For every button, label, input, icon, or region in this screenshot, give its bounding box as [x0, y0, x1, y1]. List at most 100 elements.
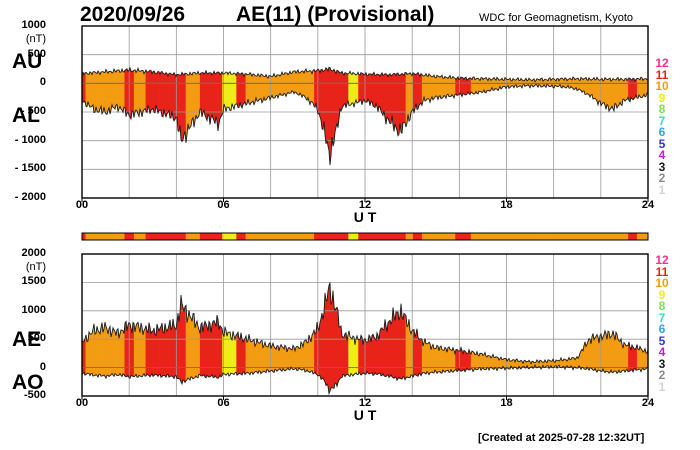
y-tick-label: 1000 — [21, 19, 46, 31]
activity-level-key-9: 9 — [658, 90, 666, 105]
y-tick-label: 1500 — [21, 275, 46, 288]
x-tick-label: 00 — [75, 397, 89, 409]
activity-segment — [505, 282, 522, 394]
activity-strip-segment — [133, 233, 146, 240]
activity-strip-segment — [405, 233, 414, 240]
activity-segment — [101, 282, 106, 394]
y-tick-label: 0 — [39, 360, 46, 373]
activity-level-key-4: 4 — [658, 345, 666, 359]
activity-strip-segment — [392, 233, 406, 240]
activity-strip-segment — [493, 233, 506, 240]
activity-segment — [405, 67, 414, 166]
activity-strip-segment — [617, 233, 629, 240]
activity-strip-segment — [603, 233, 618, 240]
activity-strip-segment — [289, 233, 304, 240]
activity-level-key-4: 4 — [658, 148, 666, 162]
activity-strip-segment — [326, 233, 336, 240]
activity-strip-segment — [169, 233, 187, 240]
activity-segment — [222, 282, 237, 394]
activity-level-key-12: 12 — [655, 253, 669, 267]
x-tick-label: 00 — [75, 199, 89, 211]
activity-level-key-5: 5 — [658, 333, 666, 348]
activity-strip-segment — [367, 233, 377, 240]
au-label: AU — [12, 50, 43, 73]
y-tick-label: - 500 — [20, 105, 46, 117]
y-unit-label: (nT) — [25, 261, 46, 273]
activity-strip-segment — [358, 233, 363, 240]
activity-level-key-2: 2 — [658, 368, 666, 382]
activity-strip-segment — [636, 233, 649, 240]
activity-strip-segment — [151, 233, 160, 240]
activity-strip-segment — [348, 233, 359, 240]
activity-strip-segment — [520, 233, 531, 240]
activity-segment — [289, 282, 304, 394]
activity-segment — [536, 282, 550, 394]
activity-strip-segment — [361, 233, 368, 240]
activity-segment — [116, 282, 125, 394]
ao-label: AO — [12, 371, 44, 394]
activity-segment — [335, 67, 341, 166]
x-tick-label: 18 — [500, 397, 513, 409]
activity-segment — [628, 282, 638, 394]
activity-strip-segment — [428, 233, 440, 240]
activity-level-key-1: 1 — [658, 182, 666, 197]
activity-level-key-1: 1 — [658, 379, 666, 394]
activity-level-key-12: 12 — [655, 56, 669, 70]
y-tick-label: - 2000 — [14, 191, 46, 203]
activity-segment — [340, 282, 349, 394]
y-tick-label: 500 — [27, 332, 46, 345]
activity-strip-segment — [205, 233, 223, 240]
activity-strip-segment — [470, 233, 481, 240]
y-tick-label: 2000 — [21, 247, 46, 259]
activity-strip-segment — [335, 233, 341, 240]
activity-strip-segment — [530, 233, 537, 240]
created-timestamp: [Created at 2025-07-28 12:32UT] — [478, 432, 645, 444]
activity-strip-segment — [585, 233, 592, 240]
activity-segment — [439, 282, 456, 394]
activity-strip-segment — [82, 233, 86, 240]
series-line-AL — [81, 83, 649, 166]
date-label: 2020/09/26 — [80, 3, 186, 26]
activity-segment — [245, 282, 262, 394]
activity-strip-segment — [101, 233, 106, 240]
y-unit-label: (nT) — [25, 33, 46, 45]
activity-segment — [493, 282, 506, 394]
activity-strip-segment — [105, 233, 117, 240]
activity-segment — [617, 282, 629, 394]
activity-strip-segment — [245, 233, 262, 240]
activity-level-key-7: 7 — [658, 113, 666, 128]
activity-strip-segment — [628, 233, 638, 240]
activity-segment — [570, 282, 581, 394]
y-tick-label: - 1500 — [14, 162, 46, 175]
activity-segment — [261, 282, 271, 394]
activity-segment — [159, 282, 170, 394]
activity-segment — [326, 282, 336, 394]
activity-strip-segment — [412, 233, 423, 240]
series-line-AE_upper — [81, 282, 649, 365]
activity-strip-segment — [236, 233, 246, 240]
activity-strip-segment — [376, 233, 394, 240]
activity-strip-segment — [570, 233, 581, 240]
activity-strip-segment — [159, 233, 170, 240]
credit-label: WDC for Geomagnetism, Kyoto — [479, 12, 634, 24]
activity-level-key-6: 6 — [658, 125, 666, 139]
activity-level-key-7: 7 — [658, 310, 666, 325]
activity-strip-segment — [145, 233, 152, 240]
x-tick-label: 12 — [358, 199, 372, 211]
activity-segment — [455, 282, 472, 394]
activity-strip-segment — [282, 233, 291, 240]
activity-segment — [405, 282, 414, 394]
x-tick-label: 24 — [641, 397, 655, 409]
activity-strip-segment — [270, 233, 283, 240]
chart-title: AE(11) (Provisional) — [236, 3, 435, 26]
activity-segment — [520, 282, 531, 394]
activity-segment — [421, 282, 429, 394]
x-axis-label: U T — [353, 209, 377, 225]
activity-strip-segment — [580, 233, 587, 240]
series-line-AU — [81, 66, 649, 83]
activity-strip-segment — [340, 233, 349, 240]
activity-strip-frame — [81, 232, 649, 241]
activity-segment — [348, 282, 359, 394]
activity-level-key-2: 2 — [658, 171, 666, 185]
activity-segment — [105, 282, 117, 394]
